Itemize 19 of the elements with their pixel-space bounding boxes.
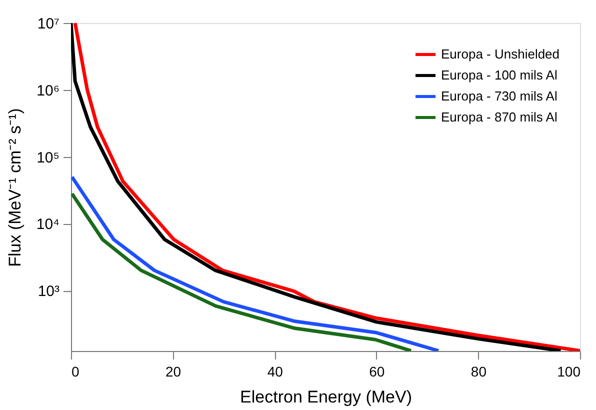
y-tick-label: 10⁵ xyxy=(36,149,60,166)
x-tick-label: 40 xyxy=(267,364,284,380)
legend-label: Europa - Unshielded xyxy=(441,46,560,62)
y-tick-label: 10⁶ xyxy=(36,82,60,100)
y-tick-label: 10⁴ xyxy=(36,216,60,234)
y-axis-title: Flux (MeV⁻¹ cm⁻² s⁻¹) xyxy=(5,108,24,267)
legend-label: Europa - 100 mils Al xyxy=(441,68,558,82)
x-tick-label: 100 xyxy=(557,364,581,380)
x-tick-label: 60 xyxy=(369,364,385,380)
y-tick-label: 10⁷ xyxy=(37,16,60,32)
x-axis-title: Electron Energy (MeV) xyxy=(240,388,412,406)
legend-label: Europa - 870 mils Al xyxy=(441,110,558,124)
x-tick-label: 0 xyxy=(72,364,80,380)
x-tick-label: 20 xyxy=(166,364,182,380)
x-tick-label: 80 xyxy=(470,364,487,380)
legend-label: Europa - 730 mils Al xyxy=(441,88,558,104)
line-series xyxy=(71,192,413,351)
line-series xyxy=(71,175,440,351)
y-tick-label: 10³ xyxy=(38,283,60,300)
